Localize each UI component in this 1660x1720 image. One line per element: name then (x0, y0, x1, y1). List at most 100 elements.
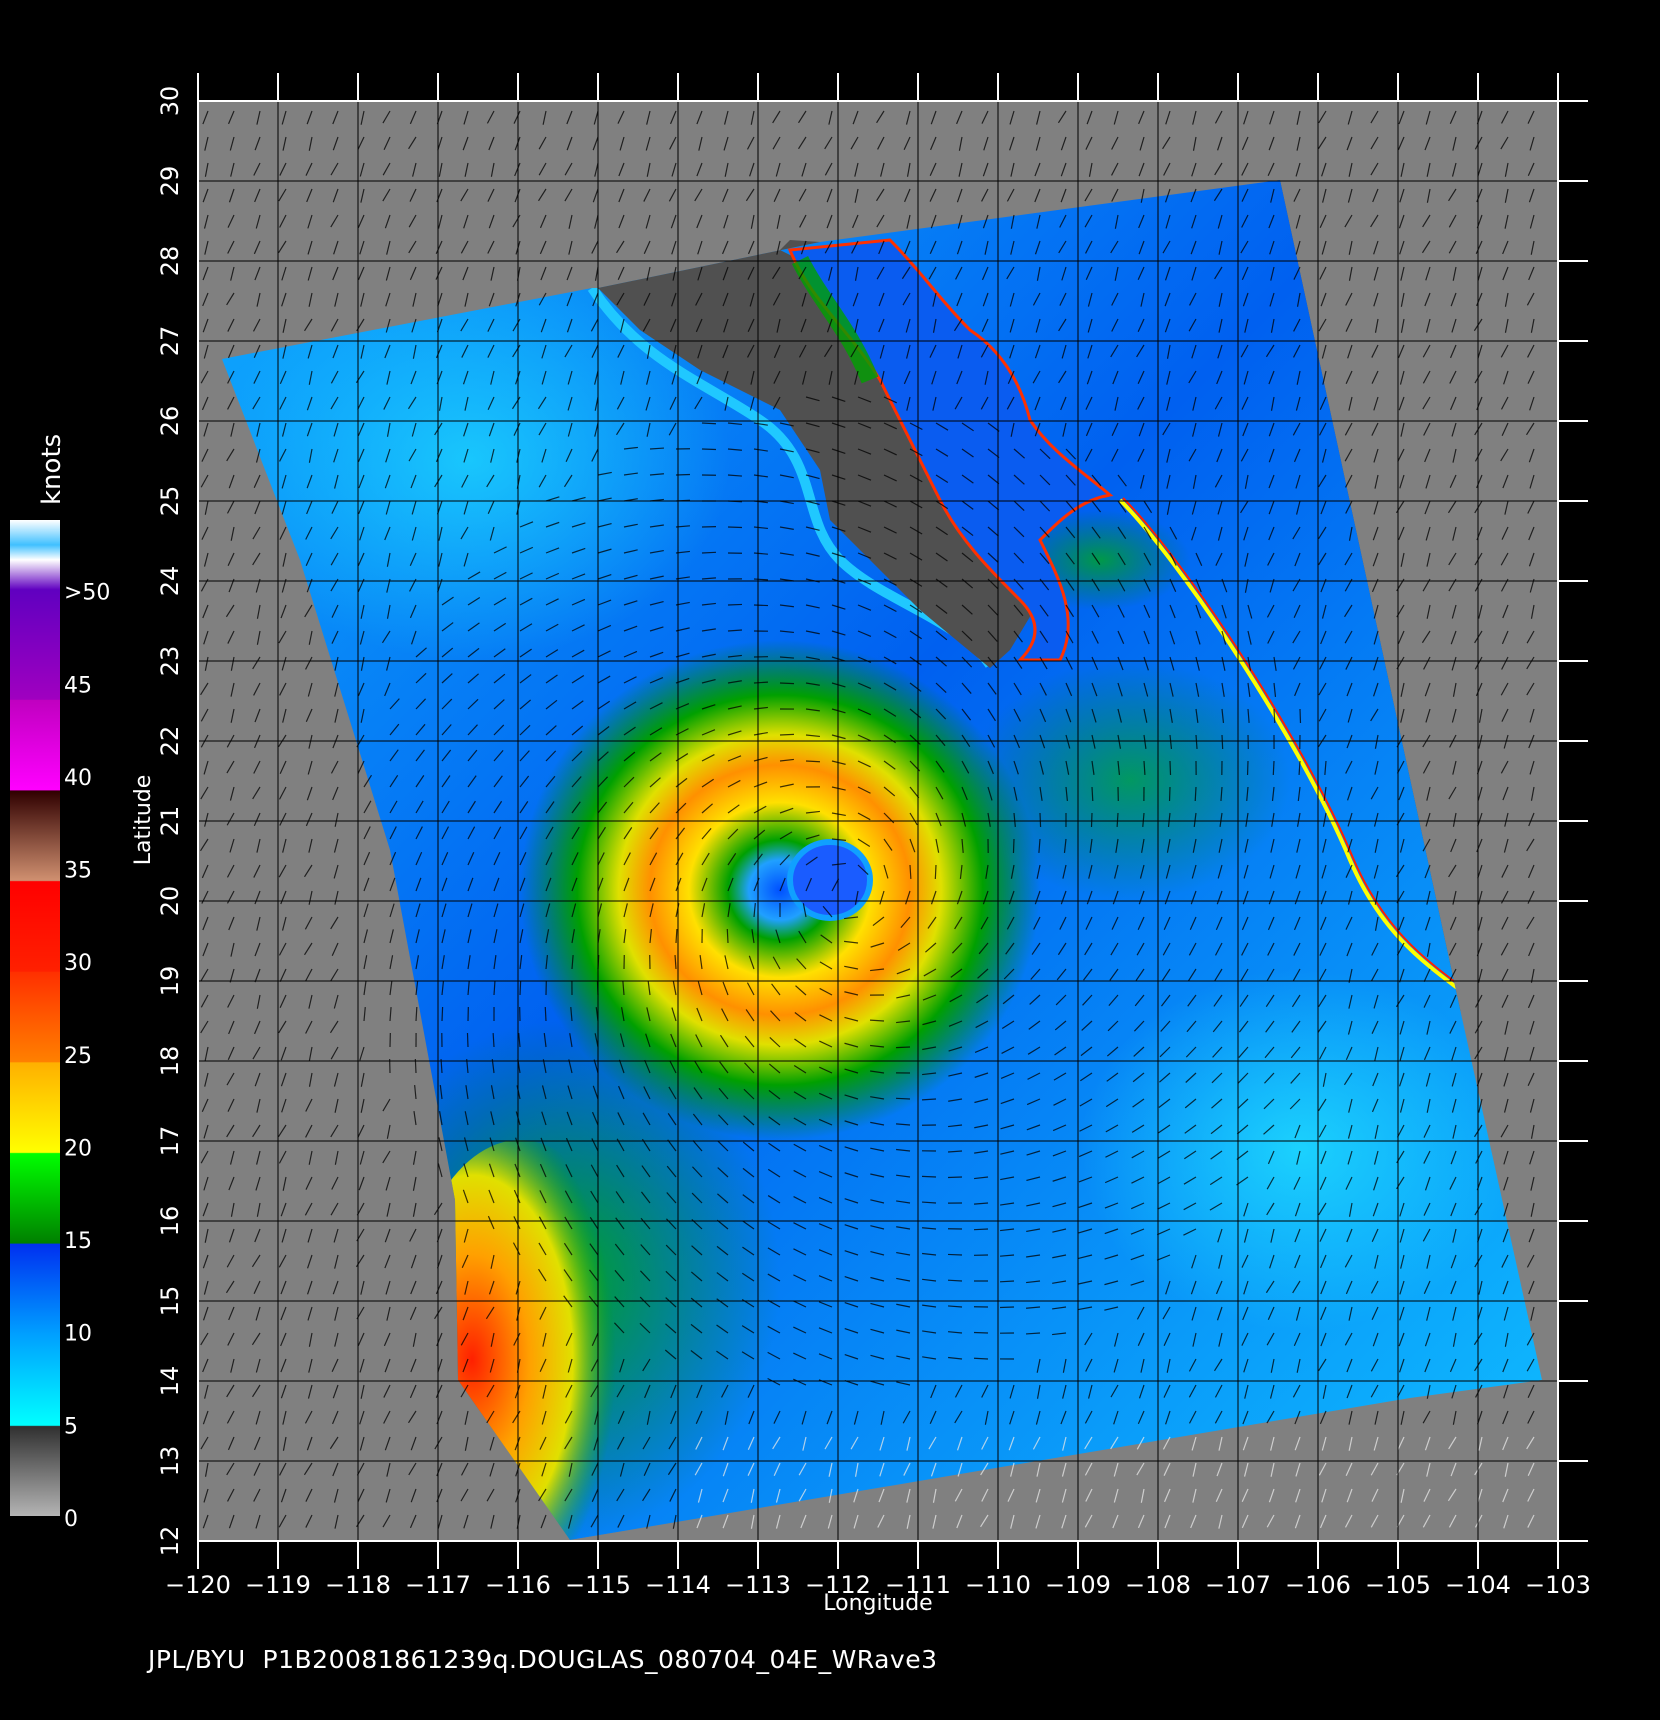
footer-caption: JPL/BYU P1B20081861239q.DOUGLAS_080704_0… (148, 1645, 938, 1674)
wind-barb (386, 1202, 391, 1217)
wind-barb (385, 500, 391, 515)
wind-barb (1163, 162, 1171, 176)
wind-barb (695, 1410, 703, 1425)
wind-barb (463, 448, 469, 463)
wind-barb (1293, 188, 1301, 202)
wind-barb (519, 877, 526, 892)
wind-barb (1318, 1358, 1327, 1372)
wind-barb (1452, 1124, 1457, 1139)
wind-barb (359, 162, 365, 177)
wind-barb (844, 1302, 859, 1308)
wind-barb (409, 1514, 417, 1529)
wind-barb (831, 448, 846, 454)
wind-barb (1450, 1280, 1457, 1295)
wind-barb (619, 1462, 625, 1477)
wind-barb (750, 214, 755, 229)
wind-barb (594, 162, 599, 177)
wind-barb (665, 1323, 677, 1334)
wind-barb (1191, 162, 1197, 177)
wind-barb (805, 656, 820, 661)
wind-barb (961, 682, 972, 694)
wind-barb (1061, 1488, 1067, 1503)
wind-barb (1183, 1176, 1197, 1185)
wind-barb (982, 292, 989, 307)
wind-barb (1421, 240, 1431, 254)
wind-barb (1474, 448, 1483, 462)
wind-barb (854, 162, 859, 177)
wind-barb (308, 448, 313, 463)
wind-barb (694, 396, 703, 410)
wind-barb (359, 1436, 365, 1451)
wind-barb (597, 574, 612, 580)
wind-barb (775, 929, 781, 944)
wind-barb (254, 188, 261, 203)
wind-barb (798, 1462, 807, 1476)
wind-barb (1451, 1072, 1457, 1087)
wind-barb (566, 1111, 573, 1126)
wind-barb (332, 734, 339, 749)
wind-barb (1373, 864, 1379, 879)
wind-barb (1091, 474, 1102, 487)
wind-barb (545, 725, 557, 736)
wind-barb (831, 630, 846, 636)
wind-barb (256, 110, 261, 125)
wind-barb (727, 903, 731, 918)
wind-barb (723, 110, 729, 125)
wind-barb (883, 786, 896, 797)
wind-barb (415, 851, 423, 866)
wind-barb (1055, 994, 1067, 1006)
wind-barb (618, 1085, 625, 1100)
wind-barb (545, 496, 560, 502)
wind-barb (597, 624, 612, 632)
wind-barb (563, 474, 573, 488)
wind-barb (1503, 1202, 1509, 1217)
wind-barb (202, 1514, 209, 1529)
wind-barb (1500, 344, 1509, 358)
wind-barb (487, 240, 495, 254)
wind-barb (1504, 812, 1509, 827)
wind-barb (1397, 136, 1405, 151)
wind-barb (1065, 604, 1075, 618)
wind-barb (412, 1202, 417, 1217)
wind-barb (538, 1488, 547, 1502)
wind-barb (463, 552, 469, 567)
wind-barb (437, 1163, 443, 1178)
wind-barb (1241, 942, 1249, 956)
wind-barb (644, 1384, 651, 1399)
wind-barb (1246, 786, 1249, 801)
wind-barb (1347, 1150, 1353, 1165)
wind-barb (256, 1098, 261, 1113)
wind-barb (615, 1217, 625, 1230)
wind-barb (384, 344, 391, 359)
wind-barb (569, 1033, 573, 1048)
wind-barb (1423, 968, 1431, 982)
wind-barb (897, 942, 911, 951)
wind-barb (278, 1020, 287, 1034)
wind-barb (1374, 474, 1379, 489)
wind-barb (798, 1488, 807, 1502)
wind-barb (591, 240, 599, 254)
wind-barb (1370, 162, 1379, 176)
wind-barb (571, 522, 586, 528)
wind-barb (1164, 1514, 1171, 1529)
wind-barb (1526, 292, 1535, 306)
wind-barb (489, 1436, 495, 1451)
wind-barb (1137, 370, 1145, 384)
wind-barb (649, 877, 656, 892)
wind-barb (852, 110, 859, 125)
wind-barb (824, 344, 833, 358)
wind-barb (1500, 760, 1509, 774)
wind-barb (876, 266, 885, 280)
wind-barb (745, 188, 755, 202)
wind-barb (1373, 1176, 1379, 1191)
wind-barb (695, 292, 703, 306)
wind-barb (1426, 1384, 1431, 1399)
wind-barb (727, 629, 743, 632)
wind-barb (1106, 1072, 1119, 1082)
wind-barb (649, 524, 664, 528)
wind-barb (1374, 916, 1379, 931)
wind-barb (1526, 916, 1535, 930)
wind-barb (308, 994, 313, 1009)
wind-barb (906, 1436, 911, 1451)
wind-barb (1247, 604, 1253, 619)
